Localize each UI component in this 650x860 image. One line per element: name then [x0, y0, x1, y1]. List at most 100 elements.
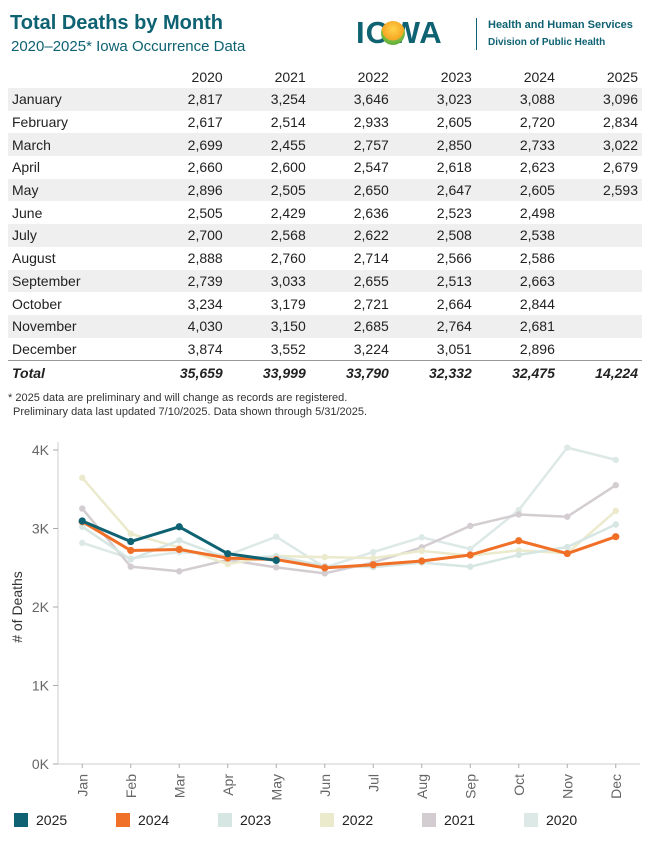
data-point-2024	[175, 545, 183, 554]
value-cell: 2,681	[475, 314, 559, 338]
x-tick-label: Jun	[317, 774, 333, 797]
legend-label: 2022	[342, 812, 374, 828]
y-tick-label: 4K	[32, 442, 50, 458]
series-line-2022	[81, 476, 617, 566]
value-cell: 2,566	[436, 250, 472, 267]
value-cell: 2,605	[475, 178, 559, 202]
value-cell	[558, 224, 642, 247]
data-point-2023	[176, 537, 183, 544]
value-cell: 2,498	[519, 204, 555, 221]
data-point-2025	[78, 517, 86, 525]
value-cell	[559, 292, 642, 315]
year-column-header: 2023	[440, 69, 472, 85]
legend-item-2021: 2021	[422, 810, 475, 830]
data-point-2021	[321, 570, 328, 577]
legend-label: 2025	[36, 812, 68, 828]
data-point-2022	[515, 547, 522, 554]
value-cell: 3,874	[187, 340, 223, 357]
table-row: November 4,030 3,150 2,685 2,764 2,681	[8, 314, 642, 338]
data-point-2020	[564, 444, 571, 451]
data-point-2024	[369, 561, 377, 569]
value-cell	[558, 269, 642, 293]
value-cell: 3,023	[392, 88, 476, 111]
month-cell: December	[12, 340, 77, 357]
x-tick-label: Feb	[123, 774, 139, 798]
table-row: December 3,874 3,552 3,224 3,051 2,896	[8, 338, 642, 361]
value-cell: 2,605	[436, 114, 472, 131]
value-cell: 3,552	[270, 340, 306, 357]
value-cell: 2,514	[270, 114, 306, 131]
data-point-2021	[127, 563, 134, 570]
total-label: Total	[8, 359, 144, 385]
data-point-2020	[273, 533, 280, 540]
table-row: July 2,700 2,568 2,622 2,508 2,538	[8, 224, 642, 247]
legend-label: 2021	[444, 812, 476, 828]
y-tick-label: 2K	[32, 599, 50, 615]
x-tick-label: Oct	[511, 774, 527, 796]
legend-swatch	[422, 813, 436, 827]
value-cell: 2,508	[392, 224, 476, 247]
value-cell: 2,679	[602, 159, 638, 176]
legend-item-2025: 2025	[14, 810, 67, 830]
value-cell: 2,700	[143, 224, 227, 247]
month-cell: August	[12, 250, 56, 267]
data-point-2020	[370, 548, 377, 556]
value-cell: 2,933	[353, 114, 389, 131]
total-cell: 32,332	[392, 359, 476, 385]
value-cell: 2,538	[475, 224, 559, 247]
series-line-2021	[81, 483, 617, 575]
page-subtitle: 2020–2025* Iowa Occurrence Data	[11, 38, 246, 55]
value-cell: 2,888	[187, 250, 223, 267]
value-cell: 2,699	[143, 133, 227, 157]
table-row: August 2,888 2,760 2,714 2,566 2,586	[8, 247, 642, 270]
total-cell: 14,224	[558, 359, 642, 385]
x-tick-label: Sep	[462, 774, 478, 799]
value-cell: 2,600	[270, 159, 306, 176]
report-header: Total Deaths by Month 2020–2025* Iowa Oc…	[0, 0, 650, 62]
y-axis-label: # of Deaths	[9, 571, 25, 643]
value-cell	[559, 247, 642, 270]
data-point-2023	[127, 556, 134, 563]
x-tick-label: Aug	[414, 774, 430, 799]
month-column-header	[8, 66, 144, 88]
value-cell: 2,568	[226, 224, 310, 247]
table-row: March 2,699 2,455 2,757 2,850 2,733 3,022	[8, 133, 642, 157]
value-cell: 2,714	[353, 250, 389, 267]
data-point-2023	[612, 521, 619, 528]
data-point-2022	[79, 474, 86, 481]
legend-item-2020: 2020	[524, 810, 577, 830]
table-row: May 2,896 2,505 2,650 2,647 2,605 2,593	[8, 178, 642, 202]
value-cell: 2,547	[353, 159, 389, 176]
data-point-2022	[370, 554, 377, 562]
logo-divider	[476, 18, 477, 50]
page-title: Total Deaths by Month	[10, 12, 223, 34]
value-cell: 2,739	[143, 269, 227, 293]
value-cell: 3,224	[353, 340, 389, 357]
value-cell: 3,234	[187, 295, 223, 312]
value-cell: 3,646	[309, 88, 393, 111]
data-point-2024	[612, 533, 620, 541]
deaths-line-chart: 0K 1K 2K 3K 4K # of Deaths Jan Feb Mar Apr May Jun J…	[9, 442, 640, 800]
data-point-2023	[467, 563, 474, 570]
year-column-header: 2020	[191, 69, 223, 85]
footnote-preliminary: * 2025 data are preliminary and will cha…	[8, 392, 348, 404]
data-point-2024	[127, 546, 135, 555]
data-point-2022	[612, 507, 619, 515]
data-point-2023	[564, 543, 571, 551]
value-cell: 3,022	[558, 133, 642, 157]
month-cell: April	[12, 159, 41, 176]
table-row: October 3,234 3,179 2,721 2,664 2,844	[8, 292, 642, 315]
value-cell: 2,647	[392, 178, 476, 202]
value-cell: 3,150	[226, 314, 310, 338]
value-cell: 2,505	[187, 204, 223, 221]
value-cell: 2,757	[309, 133, 393, 157]
year-column-header: 2024	[523, 69, 555, 85]
table-row: February 2,617 2,514 2,933 2,605 2,720 2,834	[8, 111, 642, 134]
value-cell: 2,622	[309, 224, 393, 247]
value-cell: 2,844	[519, 295, 555, 312]
x-tick-label: Dec	[608, 774, 624, 799]
total-cell: 33,999	[226, 359, 310, 385]
month-cell: September	[8, 269, 144, 293]
value-cell: 2,664	[436, 295, 472, 312]
total-cell: 35,659	[143, 359, 227, 385]
